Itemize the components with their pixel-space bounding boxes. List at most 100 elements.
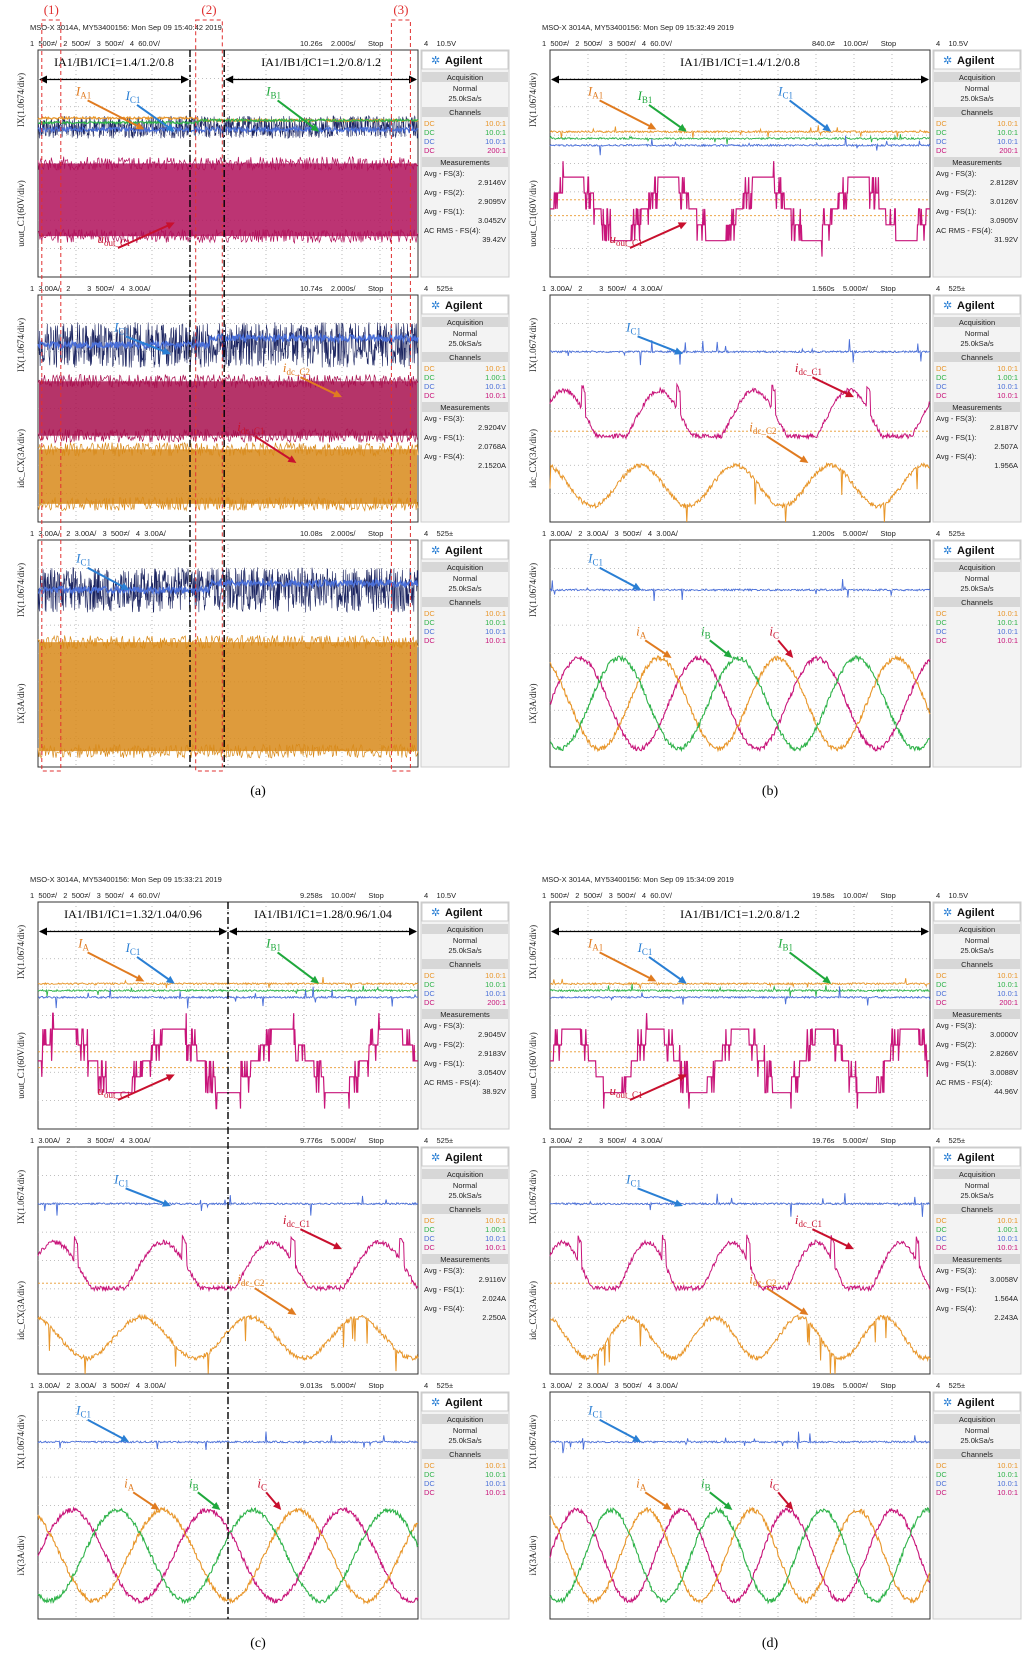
channel-probe: 1.00:1 <box>997 1225 1018 1234</box>
channel-coupling: DC <box>936 971 947 980</box>
measurement-value: 2.8128V <box>990 178 1018 187</box>
annotation-sub: B1 <box>642 95 653 105</box>
sidebar-heading: Acquisition <box>959 73 995 82</box>
annotation-sub: C <box>773 630 779 640</box>
brand-star: ✲ <box>943 1152 952 1164</box>
sidebar-heading-bg <box>422 72 508 82</box>
trace <box>549 1506 931 1605</box>
annotation-arrow <box>599 566 637 588</box>
sidebar-heading: Acquisition <box>959 563 995 572</box>
ratio-label: IA1/IB1/IC1=1.2/0.8/1.2 <box>680 907 800 921</box>
measurement-name: Avg - FS(2): <box>936 188 976 197</box>
sidebar-item: Normal <box>965 574 990 583</box>
measurement-name: Avg - FS(4): <box>936 452 976 461</box>
measurement-name: Avg - FS(4): <box>424 452 464 461</box>
scope-time: 9.258s 10.00≠/ Stop <box>300 891 384 900</box>
y-axis-label: iX(3A/div) <box>528 1535 538 1575</box>
annotation-label: IC1 <box>637 940 653 957</box>
scope-trigger: 4 525± <box>424 1381 453 1390</box>
sidebar-item: 25.0kSa/s <box>960 584 994 593</box>
trace <box>549 1507 931 1604</box>
annotation-main: I <box>75 1403 81 1418</box>
y-axis-label: IX(1.0674/div) <box>528 318 538 372</box>
measurement-value: 3.0126V <box>990 197 1018 206</box>
panel-caption: (d) <box>762 1636 779 1651</box>
channel-coupling: DC <box>424 998 435 1007</box>
scope-time: 10.26s 2.000s/ Stop <box>300 39 383 48</box>
channel-probe: 10.0:1 <box>997 1234 1018 1243</box>
annotation-label: uout_C1 <box>609 1083 642 1100</box>
annotation-arrow <box>299 376 338 396</box>
y-axis-label: IX(1.0674/div) <box>528 1170 538 1224</box>
sidebar-heading: Acquisition <box>959 1415 995 1424</box>
channel-probe: 10.0:1 <box>997 971 1018 980</box>
annotation-sub: out_C1 <box>616 1090 643 1100</box>
noise-trace <box>37 567 419 614</box>
trace <box>37 577 419 596</box>
channel-coupling: DC <box>424 364 435 373</box>
channel-probe: 10.0:1 <box>485 980 506 989</box>
sidebar-item: Normal <box>453 1426 478 1435</box>
pwm-band-edge <box>37 155 419 172</box>
annotation-sub: B1 <box>271 942 282 952</box>
measurement-name: Avg - FS(3): <box>424 1021 464 1030</box>
trace <box>549 135 931 156</box>
measurement-value: 3.0088V <box>990 1068 1018 1077</box>
sidebar-item: 25.0kSa/s <box>448 584 482 593</box>
annotation-arrow-head <box>662 1502 672 1511</box>
region-box <box>41 19 62 772</box>
annotation-main: I <box>75 551 81 566</box>
scope-status: 1 500≠/ 2 500≠/ 3 500≠/ 4 60.0V/ <box>542 891 673 900</box>
annotation-arrow-head <box>310 123 320 132</box>
current-band-edge <box>37 743 419 759</box>
annotation-main: u <box>609 231 616 246</box>
measurement-name: Avg - FS(1): <box>424 1285 464 1294</box>
sidebar-heading-bg <box>934 562 1020 572</box>
brand-box <box>421 50 509 70</box>
measurement-name: Avg - FS(3): <box>424 1266 464 1275</box>
region-box <box>390 19 411 772</box>
annotation-sub: C1 <box>593 558 604 568</box>
annotation-arrow-head <box>822 975 832 984</box>
brand-box <box>421 295 509 315</box>
brand: Agilent <box>957 1152 995 1164</box>
annotation-sub: B <box>705 1482 711 1492</box>
channel-coupling: DC <box>936 373 947 382</box>
annotation-arrow <box>777 1491 791 1507</box>
annotation-arrow-head <box>162 1199 171 1207</box>
channel-probe: 10.0:1 <box>485 1234 506 1243</box>
channel-coupling: DC <box>936 980 947 989</box>
y-axis-label: iX(3A/div) <box>16 683 26 723</box>
measurement-name: Avg - FS(3): <box>936 169 976 178</box>
annotation-sub: C <box>773 1482 779 1492</box>
channel-coupling: DC <box>936 1488 947 1497</box>
annotation-label: iC <box>769 623 779 640</box>
brand-star: ✲ <box>431 545 440 557</box>
y-axis-label: uout_C1(60V/div) <box>528 1032 538 1099</box>
trace <box>549 339 931 366</box>
annotation-arrow <box>132 1491 156 1508</box>
channel-probe: 10.0:1 <box>485 618 506 627</box>
annotation-arrow-head <box>135 974 145 982</box>
annotation-arrow <box>648 104 683 130</box>
annotation-main: i <box>701 623 705 638</box>
scope-trigger: 4 525± <box>424 284 453 293</box>
channel-probe: 10.0:1 <box>485 1243 506 1252</box>
annotation-arrow-head <box>799 455 809 463</box>
trace <box>37 1431 418 1451</box>
sidebar-heading-bg <box>934 1449 1020 1459</box>
annotation-label: IB1 <box>777 935 793 952</box>
channel-probe: 10.0:1 <box>485 627 506 636</box>
trace <box>37 1313 419 1375</box>
measurement-name: AC RMS - FS(4): <box>424 226 481 235</box>
scope-time: 840.0≠ 10.00≠/ Stop <box>812 39 896 48</box>
annotation-main: i <box>636 1475 640 1490</box>
trace <box>37 117 419 126</box>
annotation-main: I <box>113 1171 119 1186</box>
annotation-label: IC1 <box>113 319 129 336</box>
annotation-sub: dc_C2 <box>241 1278 265 1288</box>
annotation-sub: A <box>128 1482 135 1492</box>
sidebar-heading: Channels <box>449 598 481 607</box>
channel-coupling: DC <box>424 391 435 400</box>
brand-star: ✲ <box>431 55 440 67</box>
